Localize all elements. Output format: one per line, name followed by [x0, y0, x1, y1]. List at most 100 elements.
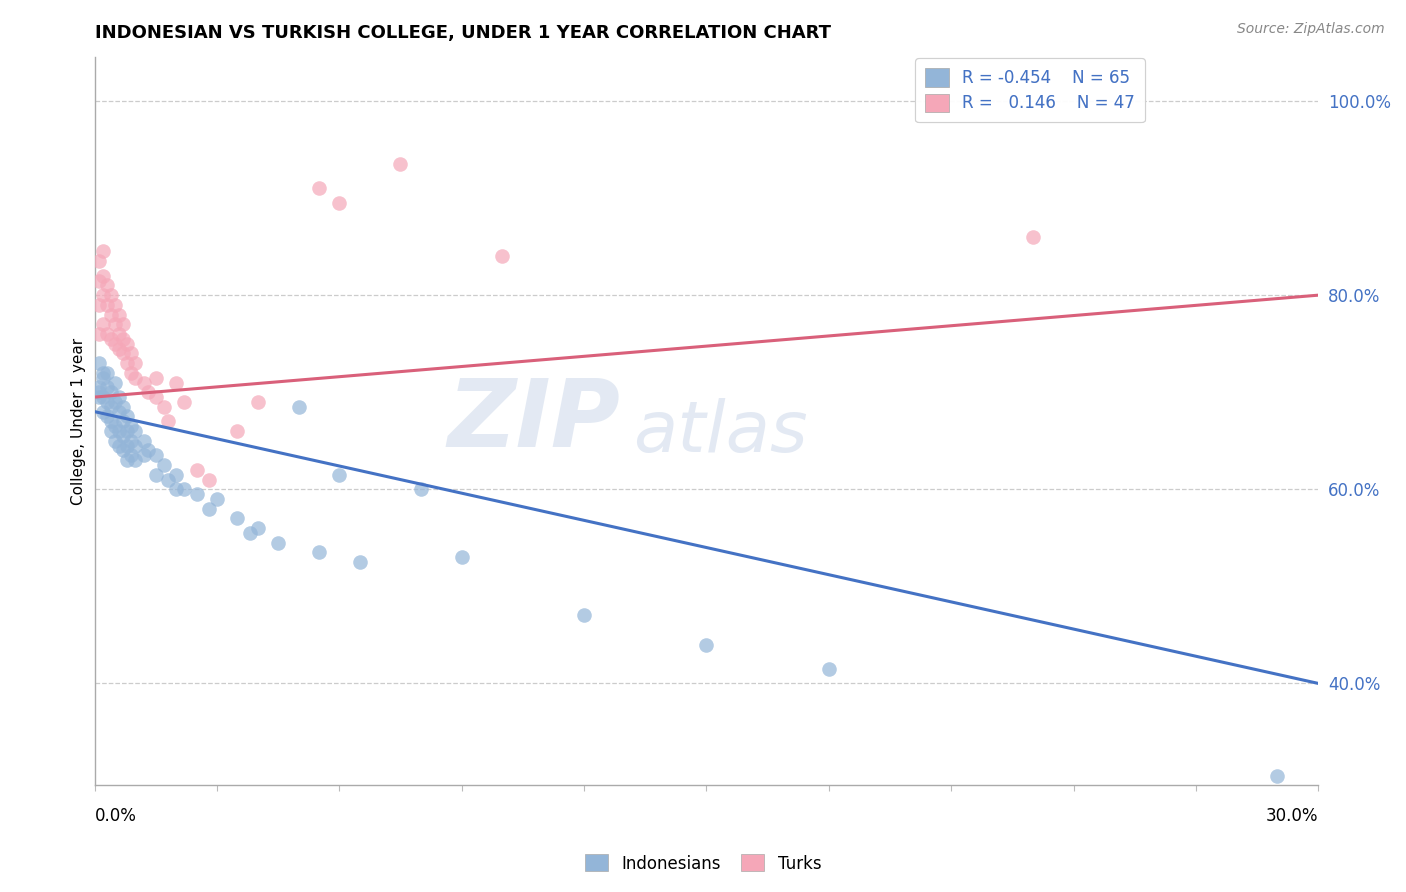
Point	[115, 439, 138, 453]
Point	[91, 366, 114, 380]
Point	[572, 608, 595, 623]
Point	[96, 278, 118, 293]
Point	[1022, 230, 1045, 244]
Point	[112, 346, 135, 360]
Point	[91, 268, 114, 283]
Point	[173, 483, 195, 497]
Point	[108, 390, 131, 404]
Legend: R = -0.454    N = 65, R =   0.146    N = 47: R = -0.454 N = 65, R = 0.146 N = 47	[915, 58, 1144, 122]
Point	[104, 336, 127, 351]
Point	[100, 288, 122, 302]
Point	[87, 274, 110, 288]
Point	[124, 453, 146, 467]
Point	[87, 326, 110, 341]
Text: INDONESIAN VS TURKISH COLLEGE, UNDER 1 YEAR CORRELATION CHART: INDONESIAN VS TURKISH COLLEGE, UNDER 1 Y…	[94, 24, 831, 42]
Point	[120, 448, 142, 462]
Point	[239, 526, 262, 541]
Point	[156, 414, 179, 428]
Point	[87, 385, 110, 400]
Point	[115, 336, 138, 351]
Point	[308, 545, 330, 559]
Point	[132, 434, 155, 448]
Point	[108, 424, 131, 438]
Text: 30.0%: 30.0%	[1265, 806, 1319, 825]
Point	[96, 298, 118, 312]
Point	[186, 463, 208, 477]
Point	[91, 318, 114, 332]
Point	[328, 196, 350, 211]
Point	[145, 390, 167, 404]
Point	[104, 298, 127, 312]
Point	[96, 380, 118, 394]
Point	[186, 487, 208, 501]
Point	[104, 318, 127, 332]
Point	[87, 380, 110, 394]
Point	[120, 434, 142, 448]
Point	[450, 550, 472, 565]
Legend: Indonesians, Turks: Indonesians, Turks	[578, 847, 828, 880]
Text: Source: ZipAtlas.com: Source: ZipAtlas.com	[1237, 22, 1385, 37]
Point	[165, 467, 187, 482]
Point	[87, 390, 110, 404]
Point	[349, 555, 371, 569]
Point	[226, 511, 249, 525]
Point	[108, 404, 131, 418]
Point	[104, 419, 127, 434]
Point	[136, 443, 159, 458]
Point	[87, 356, 110, 370]
Point	[120, 366, 142, 380]
Point	[124, 370, 146, 384]
Point	[409, 483, 432, 497]
Point	[124, 424, 146, 438]
Point	[91, 288, 114, 302]
Text: atlas: atlas	[633, 398, 807, 467]
Point	[136, 385, 159, 400]
Point	[153, 458, 176, 472]
Point	[491, 249, 513, 263]
Point	[246, 395, 269, 409]
Point	[112, 414, 135, 428]
Point	[328, 467, 350, 482]
Point	[104, 434, 127, 448]
Point	[115, 356, 138, 370]
Point	[695, 638, 717, 652]
Point	[1267, 769, 1289, 783]
Point	[205, 491, 228, 506]
Point	[153, 400, 176, 414]
Point	[165, 483, 187, 497]
Point	[112, 443, 135, 458]
Point	[145, 448, 167, 462]
Point	[104, 395, 127, 409]
Point	[91, 370, 114, 384]
Point	[197, 473, 219, 487]
Point	[124, 356, 146, 370]
Point	[91, 404, 114, 418]
Point	[96, 366, 118, 380]
Point	[246, 521, 269, 535]
Point	[96, 395, 118, 409]
Point	[197, 501, 219, 516]
Point	[115, 424, 138, 438]
Point	[100, 424, 122, 438]
Point	[389, 157, 412, 171]
Point	[100, 385, 122, 400]
Point	[108, 308, 131, 322]
Point	[112, 400, 135, 414]
Point	[817, 662, 839, 676]
Point	[100, 414, 122, 428]
Point	[287, 400, 309, 414]
Point	[115, 453, 138, 467]
Point	[120, 419, 142, 434]
Point	[100, 400, 122, 414]
Point	[100, 308, 122, 322]
Point	[173, 395, 195, 409]
Y-axis label: College, Under 1 year: College, Under 1 year	[72, 338, 86, 505]
Point	[308, 181, 330, 195]
Text: 0.0%: 0.0%	[94, 806, 136, 825]
Point	[108, 342, 131, 356]
Point	[87, 254, 110, 268]
Point	[104, 376, 127, 390]
Point	[267, 535, 290, 549]
Point	[145, 370, 167, 384]
Point	[156, 473, 179, 487]
